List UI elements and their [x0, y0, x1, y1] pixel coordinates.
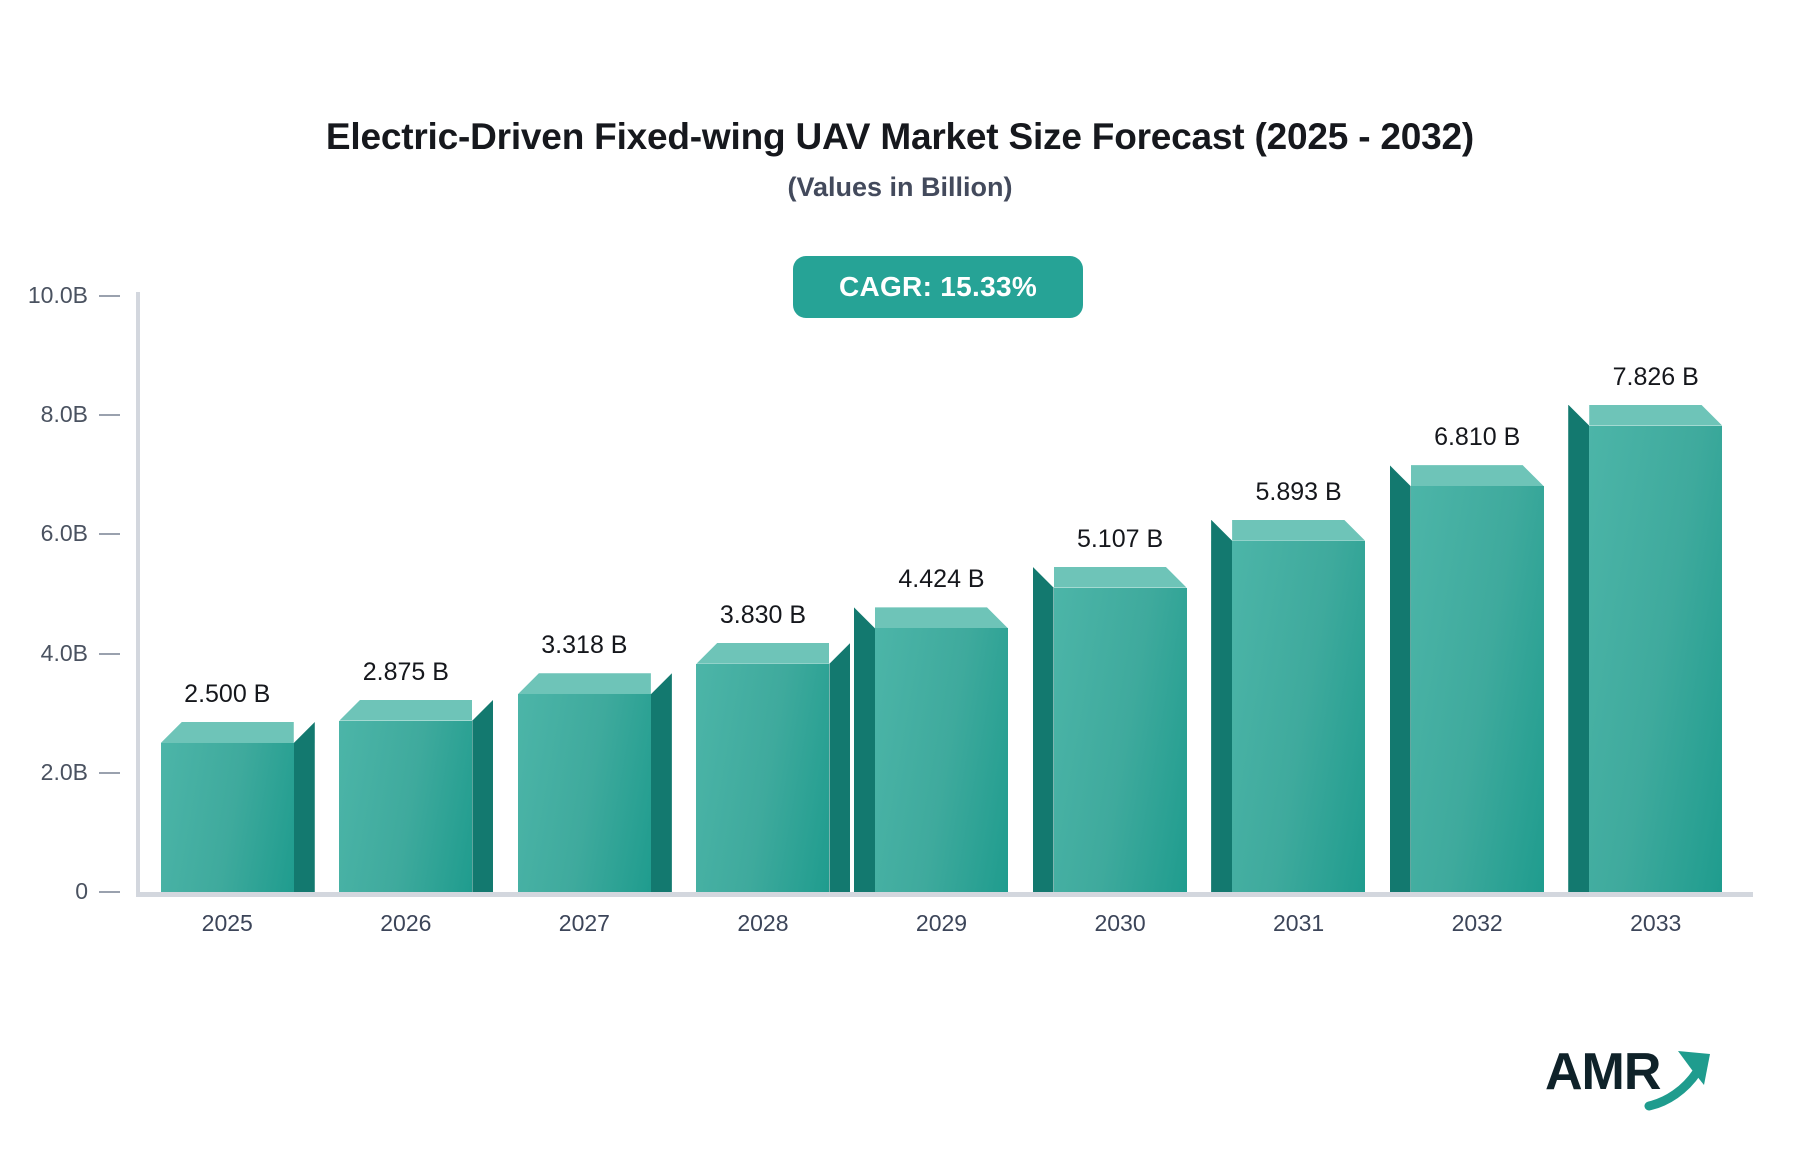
- y-axis-tick-label: 0: [75, 878, 88, 904]
- bar-top-face: [696, 642, 830, 664]
- y-axis-tick-label: 8.0B: [40, 401, 88, 428]
- bar-side-face: [854, 607, 875, 892]
- bar-column: [1568, 404, 1723, 892]
- y-axis-tick-mark: [99, 533, 120, 536]
- y-axis-tick-mark: [99, 295, 120, 297]
- bar-column: [339, 699, 494, 892]
- page-title: Electric-Driven Fixed-wing UAV Market Si…: [325, 116, 1475, 157]
- bar-value-label: 4.424 B: [898, 565, 985, 594]
- y-axis-tick-label: 2.0B: [40, 758, 88, 785]
- bar-front-face: [339, 720, 473, 892]
- bar-front-face: [1410, 486, 1544, 892]
- bar-side-face: [1389, 465, 1411, 892]
- cagr-badge: CAGR: 15.33%: [793, 256, 1083, 318]
- bar-front-face: [1589, 425, 1723, 892]
- y-axis-tick-mark: [99, 652, 120, 655]
- bar-front-face: [1232, 540, 1366, 892]
- cagr-badge-label: CAGR: 15.33%: [838, 271, 1038, 302]
- y-axis-tick-mark: [99, 891, 120, 893]
- bar-front-face: [160, 743, 294, 892]
- bar-top-face: [160, 722, 294, 743]
- bar-front-face: [517, 694, 651, 892]
- x-axis-tick-label: 2027: [558, 910, 610, 936]
- bar-column: [517, 673, 672, 892]
- bar-value-label: 2.875 B: [362, 657, 449, 686]
- bar-value-label: 3.830 B: [719, 600, 807, 629]
- x-axis-tick-label: 2025: [201, 910, 253, 936]
- y-axis-tick-label: 10.0B: [27, 282, 88, 308]
- bar-front-face: [696, 663, 830, 892]
- bar-column: [696, 642, 851, 892]
- x-axis-tick-label: 2030: [1094, 910, 1146, 936]
- bar-value-label: 5.893 B: [1255, 477, 1342, 506]
- bar-column: [854, 607, 1008, 892]
- y-axis-tick-mark: [99, 771, 120, 774]
- x-axis-tick-label: 2026: [380, 910, 432, 936]
- x-axis-tick-label: 2033: [1630, 910, 1682, 936]
- x-axis-tick-label: 2029: [915, 910, 968, 936]
- bar-side-face: [1211, 519, 1233, 892]
- bar-column: [160, 722, 315, 892]
- x-axis-tick-label: 2032: [1451, 910, 1503, 936]
- bar-side-face: [1568, 404, 1590, 892]
- bar-front-face: [1053, 587, 1187, 892]
- bar-side-face: [472, 699, 494, 892]
- bar-top-face: [1589, 404, 1723, 426]
- bar-value-label: 2.500 B: [184, 680, 271, 708]
- bar-front-face: [875, 628, 1008, 892]
- bar-top-face: [1232, 519, 1366, 541]
- bar-side-face: [829, 642, 851, 892]
- bar-value-label: 7.826 B: [1612, 362, 1699, 391]
- y-axis-line: [136, 292, 140, 896]
- bar-value-label: 5.107 B: [1076, 524, 1164, 553]
- bar-value-label: 3.318 B: [541, 631, 628, 660]
- bar-side-face: [1032, 566, 1054, 892]
- bar-top-face: [1053, 566, 1187, 588]
- bar-top-face: [517, 673, 651, 695]
- amr-logo: AMR: [1545, 1040, 1735, 1118]
- bar-column: [1389, 465, 1544, 892]
- x-axis-tick-label: 2028: [737, 910, 789, 936]
- y-axis-tick-label: 6.0B: [40, 520, 88, 547]
- x-axis-tick-label: 2031: [1273, 910, 1325, 936]
- y-axis-tick-mark: [99, 414, 120, 417]
- bar-top-face: [1410, 465, 1544, 487]
- bar-value-label: 6.810 B: [1434, 423, 1521, 452]
- y-axis-tick-label: 4.0B: [40, 639, 88, 666]
- bar-side-face: [293, 722, 315, 892]
- bar-top-face: [875, 607, 1008, 629]
- bar-column: [1211, 519, 1366, 892]
- bar-column: [1032, 566, 1187, 892]
- chart-subtitle: (Values in Billion): [787, 172, 1013, 202]
- bar-side-face: [650, 673, 672, 892]
- amr-logo-text: AMR: [1545, 1043, 1661, 1101]
- growth-arrow-icon: [1644, 1051, 1710, 1111]
- x-axis-line: [136, 892, 1753, 897]
- bar-top-face: [339, 699, 473, 721]
